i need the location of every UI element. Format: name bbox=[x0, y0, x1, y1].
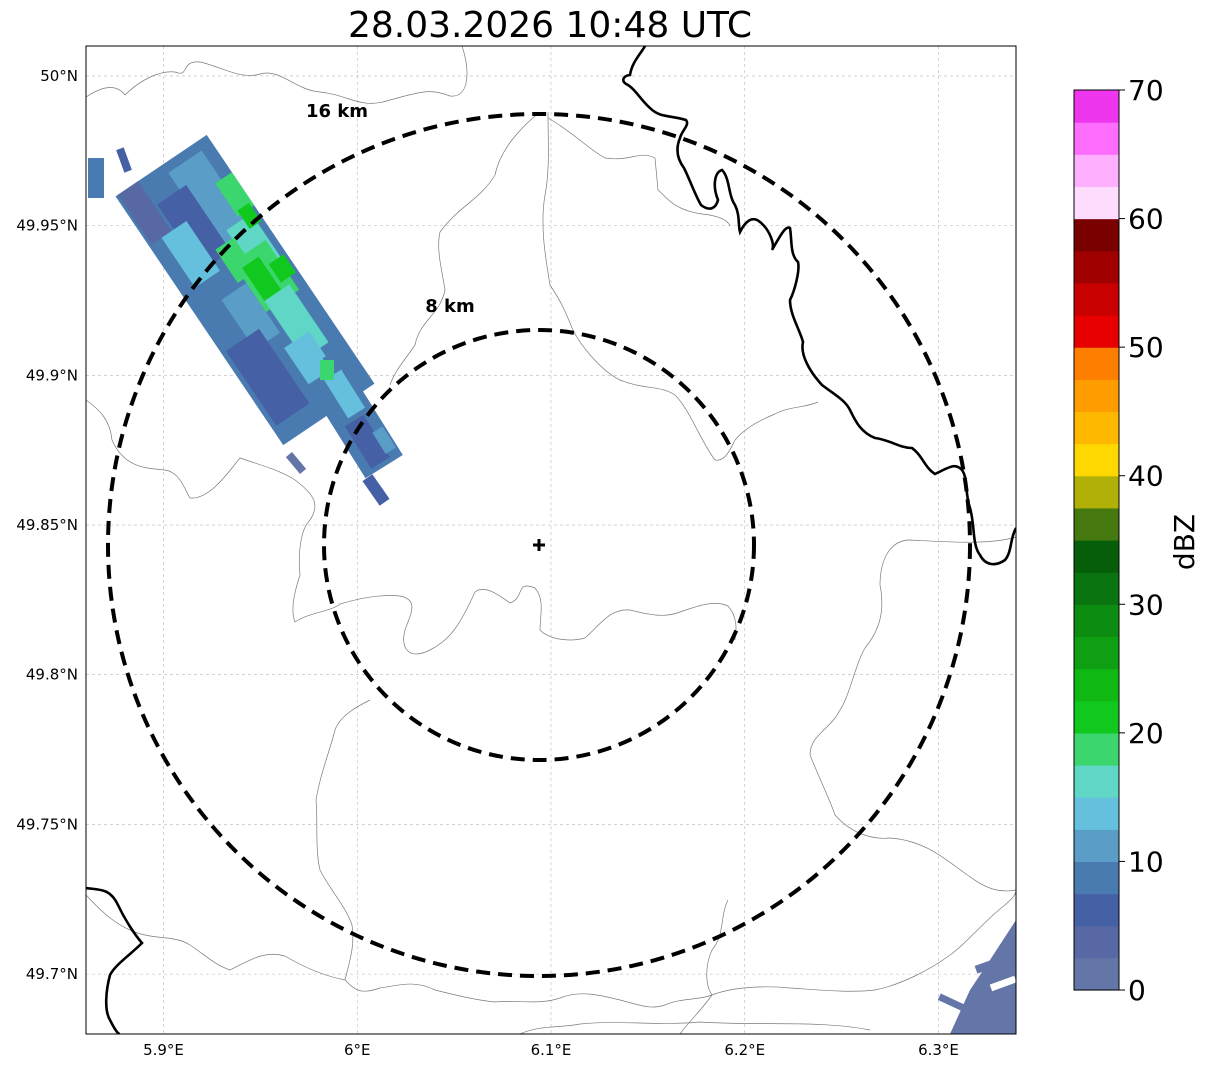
colorbar-tick-label: 30 bbox=[1128, 588, 1164, 621]
colorbar-label: dBZ bbox=[1168, 514, 1201, 570]
echo-cell bbox=[950, 920, 1016, 1034]
echo-gap bbox=[989, 975, 1016, 992]
colorbar-segment bbox=[1074, 925, 1119, 959]
echo-cell bbox=[215, 172, 255, 217]
lon-tick-label: 6.3°E bbox=[918, 1041, 959, 1059]
boundary-line bbox=[315, 699, 371, 981]
lat-tick-label: 49.85°N bbox=[16, 516, 78, 534]
colorbar-segment bbox=[1074, 411, 1119, 445]
colorbar: 0 10 20 30 40 50 60 70 dBZ bbox=[1073, 74, 1201, 1007]
colorbar-segment bbox=[1074, 700, 1119, 734]
colorbar-segment bbox=[1074, 186, 1119, 220]
echo-cell bbox=[324, 369, 366, 419]
echo-cell bbox=[372, 426, 396, 454]
colorbar-segment bbox=[1074, 540, 1119, 573]
lat-lon-gridlines bbox=[86, 46, 1016, 1034]
national-borders bbox=[86, 46, 1016, 1034]
colorbar-segment bbox=[1074, 861, 1119, 895]
colorbar-segment bbox=[1074, 507, 1119, 541]
radar-echo-southeast bbox=[937, 920, 1016, 1034]
colorbar-segment bbox=[1074, 315, 1119, 348]
border-line bbox=[86, 886, 144, 1034]
boundary-line bbox=[389, 111, 541, 386]
range-ring-8km bbox=[322, 328, 756, 762]
echo-cell bbox=[118, 181, 172, 245]
range-ring-16km-label: 16 km bbox=[306, 101, 368, 122]
colorbar-segment bbox=[1074, 154, 1119, 188]
echo-cell bbox=[268, 254, 296, 283]
colorbar-segment bbox=[1074, 379, 1119, 413]
colorbar-segment bbox=[1074, 122, 1119, 155]
lat-tick-label: 49.75°N bbox=[16, 815, 78, 833]
colorbar-segment bbox=[1074, 829, 1119, 863]
colorbar-segment bbox=[1074, 572, 1119, 605]
colorbar-segment bbox=[1074, 218, 1119, 252]
axis-tick-labels: 5.9°E 6°E 6.1°E 6.2°E 6.3°E 50°N 49.95°N 49.9°N… bbox=[16, 67, 959, 1059]
boundary-line bbox=[542, 111, 573, 329]
radar-site-marker bbox=[533, 539, 545, 551]
colorbar-tick-label: 70 bbox=[1128, 74, 1164, 107]
colorbar-segment bbox=[1074, 765, 1119, 798]
echo-cell bbox=[225, 328, 310, 426]
lon-tick-label: 6°E bbox=[344, 1041, 371, 1059]
lat-tick-label: 49.7°N bbox=[26, 965, 78, 983]
echo-cell bbox=[974, 954, 1010, 974]
colorbar-segment bbox=[1074, 475, 1119, 509]
echo-cell bbox=[320, 360, 334, 380]
colorbar-segment bbox=[1074, 732, 1119, 766]
echo-cell bbox=[116, 147, 132, 173]
lon-tick-label: 5.9°E bbox=[143, 1041, 184, 1059]
range-ring-16km bbox=[106, 112, 972, 978]
echo-cell bbox=[285, 452, 307, 474]
echo-cell bbox=[157, 184, 231, 271]
lat-tick-label: 49.9°N bbox=[26, 366, 78, 384]
colorbar-segment bbox=[1074, 893, 1119, 927]
boundary-line bbox=[571, 327, 819, 461]
boundary-line bbox=[86, 399, 737, 655]
colorbar-segment bbox=[1074, 636, 1119, 670]
colorbar-tick-label: 10 bbox=[1128, 845, 1164, 878]
lon-tick-label: 6.1°E bbox=[531, 1041, 572, 1059]
colorbar-tick-label: 60 bbox=[1128, 203, 1164, 236]
boundary-line bbox=[86, 46, 468, 104]
colorbar-segments bbox=[1074, 90, 1119, 991]
colorbar-segment bbox=[1074, 604, 1119, 638]
lat-tick-label: 49.8°N bbox=[26, 666, 78, 684]
figure-title: 28.03.2026 10:48 UTC bbox=[348, 5, 752, 46]
boundary-line bbox=[519, 1021, 871, 1034]
colorbar-segment bbox=[1074, 668, 1119, 702]
lat-tick-label: 49.95°N bbox=[16, 217, 78, 235]
colorbar-segment bbox=[1074, 250, 1119, 284]
colorbar-ticks: 0 10 20 30 40 50 60 70 bbox=[1119, 74, 1164, 1007]
colorbar-tick-label: 0 bbox=[1128, 974, 1146, 1007]
echo-cell bbox=[88, 158, 104, 198]
colorbar-segment bbox=[1074, 797, 1119, 830]
colorbar-frame bbox=[1073, 89, 1120, 991]
colorbar-segment bbox=[1074, 282, 1119, 316]
boundary-line bbox=[547, 117, 731, 227]
boundary-line bbox=[679, 899, 729, 1034]
colorbar-segment bbox=[1074, 443, 1119, 477]
echo-cell bbox=[242, 256, 282, 301]
echo-cell bbox=[362, 474, 390, 506]
map-frame bbox=[85, 45, 1017, 1035]
boundary-line bbox=[809, 536, 1016, 892]
boundary-line bbox=[86, 889, 1016, 1008]
range-ring-8km-label: 8 km bbox=[425, 296, 475, 317]
municipal-boundaries bbox=[86, 46, 1016, 1034]
colorbar-segment bbox=[1074, 347, 1119, 380]
colorbar-segment bbox=[1074, 957, 1119, 991]
lon-tick-label: 6.2°E bbox=[724, 1041, 765, 1059]
echo-cell bbox=[221, 283, 280, 350]
colorbar-tick-label: 40 bbox=[1128, 460, 1164, 493]
border-line bbox=[622, 46, 1016, 566]
colorbar-tick-label: 20 bbox=[1128, 717, 1164, 750]
lat-tick-label: 50°N bbox=[40, 67, 78, 85]
colorbar-segment bbox=[1074, 90, 1119, 123]
map-panel: 8 km 16 km 5.9°E 6°E 6.1°E 6.2°E 6.3°E 50°N 49… bbox=[16, 45, 1017, 1059]
echo-cell bbox=[937, 993, 970, 1014]
colorbar-tick-label: 50 bbox=[1128, 331, 1164, 364]
